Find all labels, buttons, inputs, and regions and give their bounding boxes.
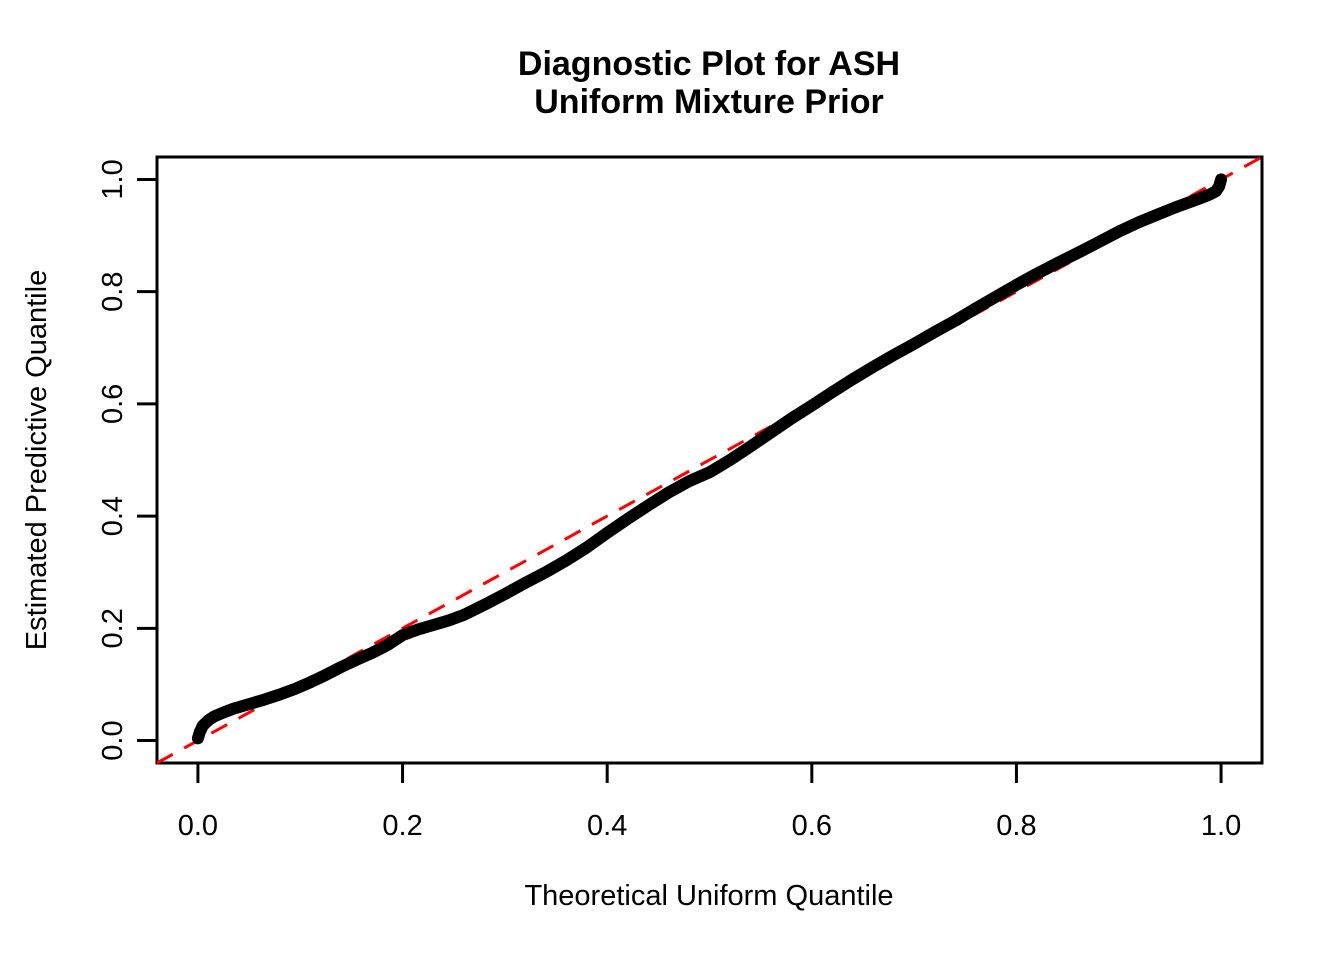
plot-border-box: [155, 155, 1264, 765]
chart-title-line1: Diagnostic Plot for ASH: [518, 45, 900, 83]
y-tick-label: 0.8: [97, 272, 129, 312]
x-tick-label: 0.2: [382, 810, 422, 842]
y-tick-label: 0.2: [97, 608, 129, 648]
x-tick-label: 0.4: [587, 810, 627, 842]
y-tick-label: 1.0: [97, 159, 129, 199]
y-axis-title: Estimated Predictive Quantile: [21, 270, 53, 650]
y-tick-label: 0.6: [97, 384, 129, 424]
x-tick-label: 0.6: [792, 810, 832, 842]
reference-diagonal-line: [156, 155, 1263, 765]
x-axis-title: Theoretical Uniform Quantile: [524, 880, 893, 912]
x-tick-label: 0.0: [178, 810, 218, 842]
empirical-quantile-curve: [191, 173, 1228, 745]
chart-title-line2: Uniform Mixture Prior: [534, 83, 883, 121]
x-tick-label: 0.8: [996, 810, 1036, 842]
y-tick-label: 0.4: [97, 496, 129, 536]
x-axis: 0.0 0.2 0.4 0.6 0.8 1.0: [178, 763, 1241, 842]
y-axis: 0.0 0.2 0.4 0.6 0.8 1.0: [97, 159, 157, 761]
y-tick-label: 0.0: [97, 720, 129, 760]
x-tick-label: 1.0: [1201, 810, 1241, 842]
